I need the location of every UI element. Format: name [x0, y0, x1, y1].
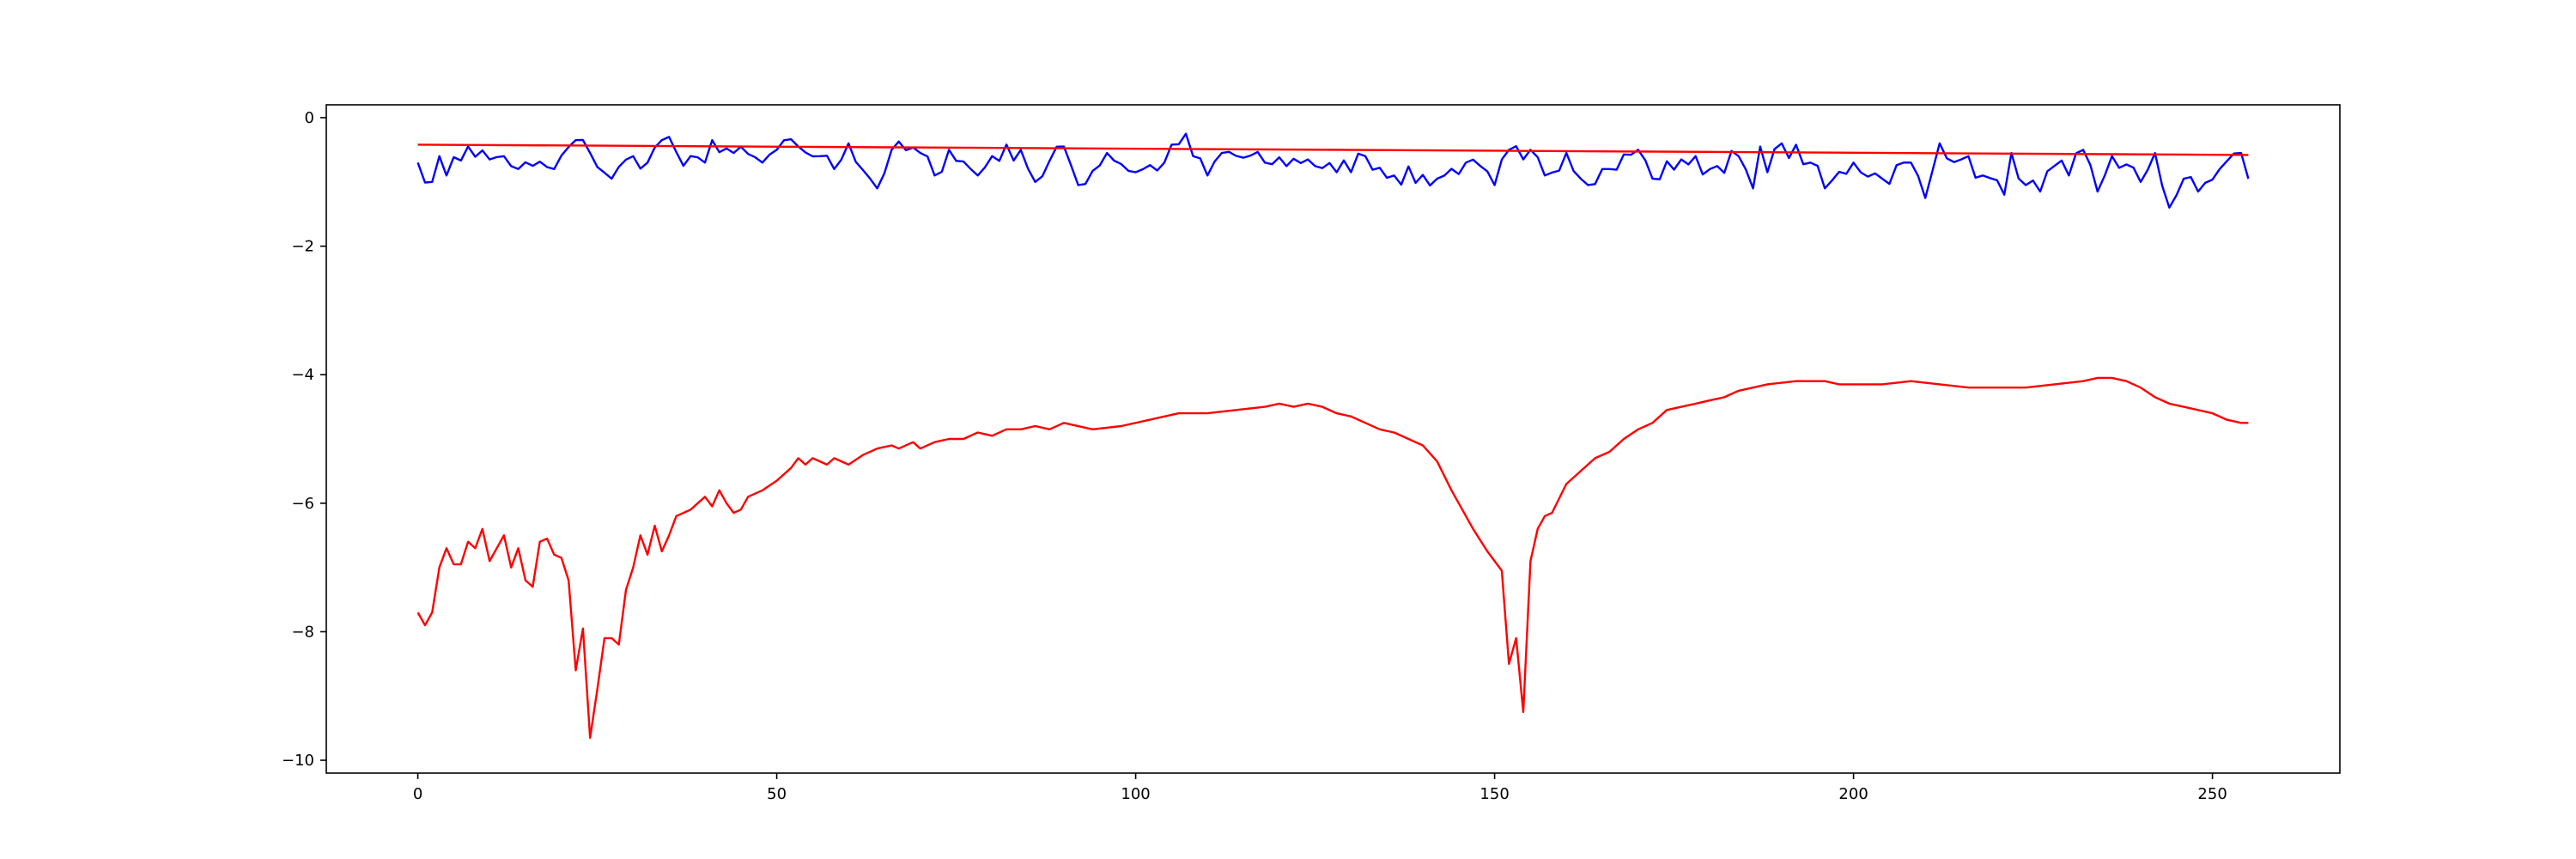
- x-axis: 0 50 100 150 200 250: [413, 773, 2227, 803]
- y-tick-label: −2: [291, 238, 314, 256]
- y-axis: 0 −2 −4 −6 −8 −10: [282, 109, 326, 770]
- x-tick-label: 50: [767, 785, 787, 803]
- x-tick-label: 0: [413, 785, 422, 803]
- series-line-1: [416, 132, 2250, 209]
- x-tick-label: 200: [1838, 785, 1868, 803]
- y-tick-label: −6: [291, 495, 314, 513]
- y-tick-label: −10: [282, 752, 314, 770]
- x-tick-label: 100: [1121, 785, 1150, 803]
- series-line-3: [416, 376, 2249, 740]
- x-tick-label: 150: [1479, 785, 1509, 803]
- series-layer: [416, 132, 2250, 740]
- y-tick-label: −8: [291, 623, 314, 641]
- y-tick-label: 0: [305, 109, 314, 127]
- x-tick-label: 250: [2197, 785, 2227, 803]
- series-line-2: [417, 143, 2249, 156]
- y-tick-label: −4: [291, 366, 314, 384]
- plot-area-frame: [325, 104, 2341, 774]
